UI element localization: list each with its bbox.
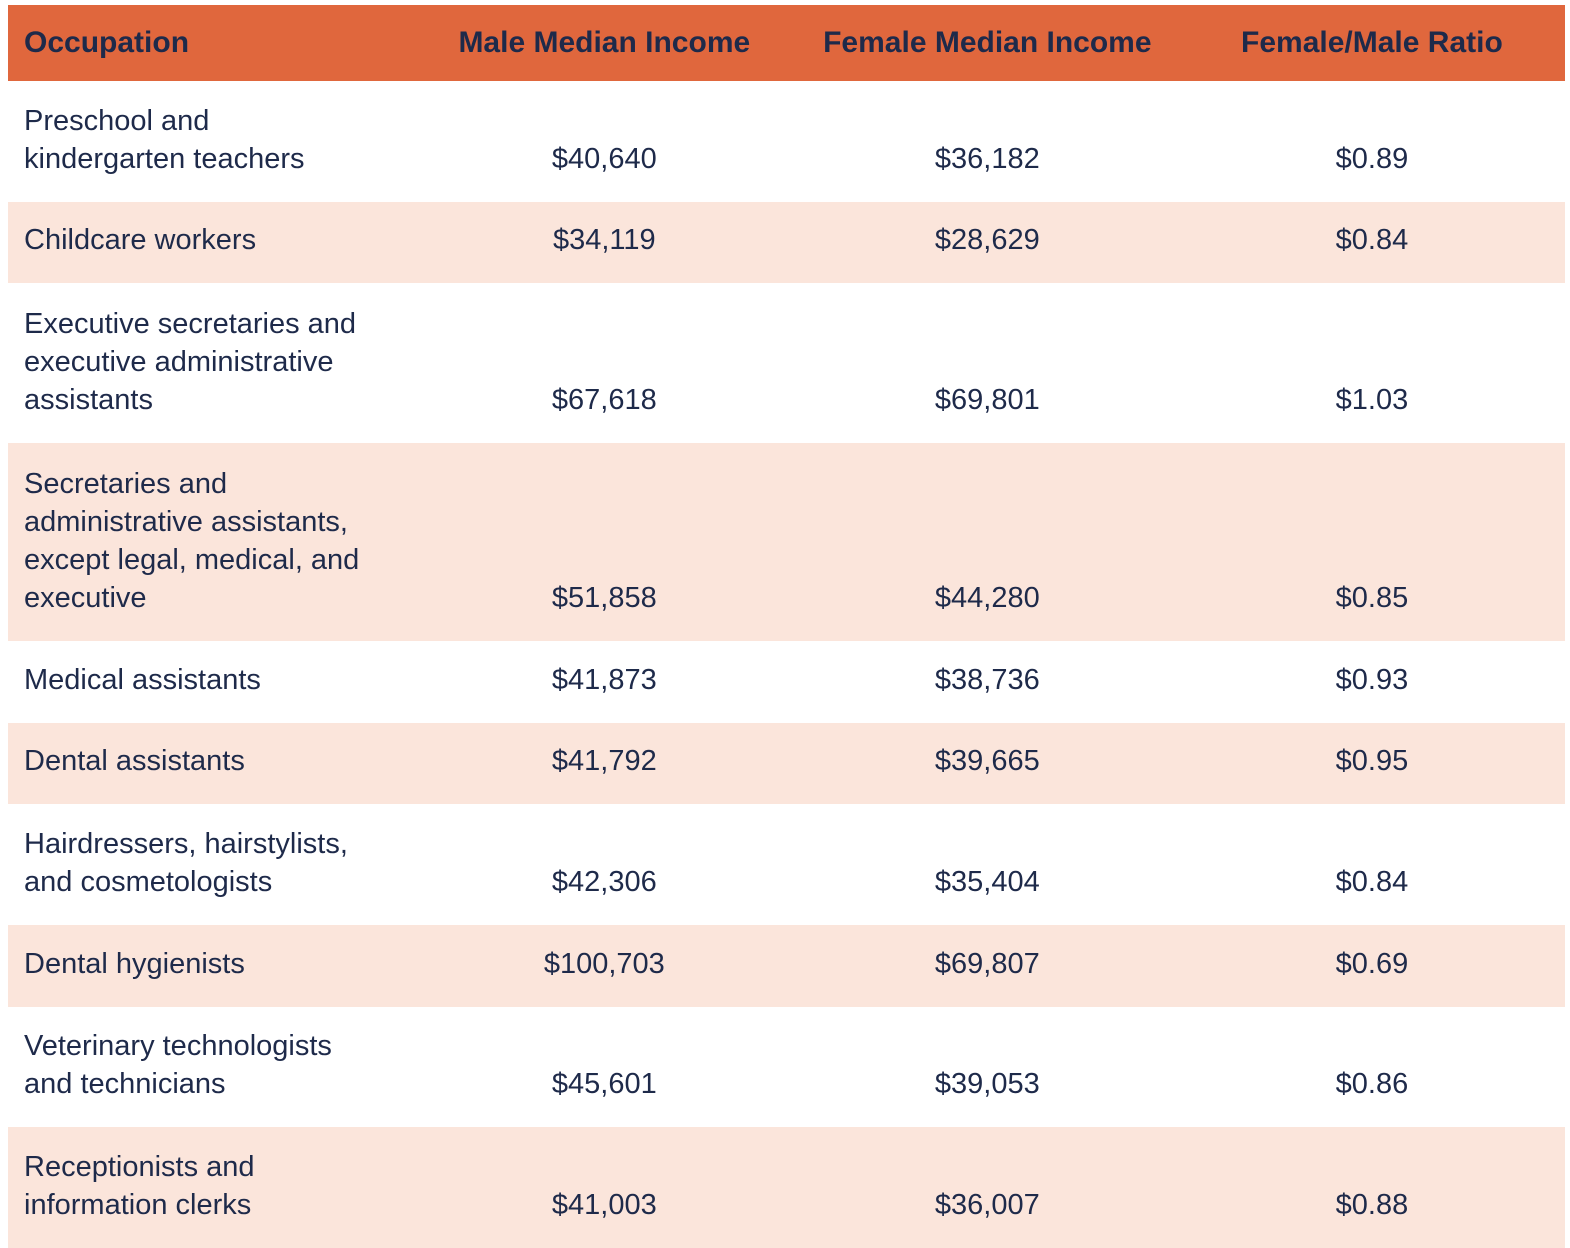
table-header: Occupation Male Median Income Female Media… [8, 5, 1565, 81]
female-income-cell: $69,807 [934, 947, 1040, 980]
occupation-cell: Veterinary technologists and technicians [24, 1030, 332, 1101]
female-income-cell: $36,182 [934, 142, 1040, 175]
income-comparison-table-container: Occupation Male Median Income Female Media… [8, 5, 1565, 1248]
male-income-cell: $42,306 [551, 866, 657, 899]
ratio-cell: $0.89 [1335, 142, 1409, 175]
occupation-cell: Childcare workers [24, 224, 257, 257]
occupation-cell: Dental assistants [24, 745, 245, 778]
table-row: Secretaries and administrative assistant… [8, 442, 1565, 641]
male-income-cell: $45,601 [551, 1068, 657, 1101]
occupation-cell: Medical assistants [24, 663, 261, 696]
male-income-cell: $41,003 [551, 1189, 657, 1221]
table-row: Receptionists and information clerks $41,… [8, 1127, 1565, 1248]
occupation-cell: Dental hygienists [24, 947, 245, 980]
female-income-cell: $39,053 [934, 1068, 1040, 1101]
occupation-cell: Receptionists and information clerks [24, 1151, 255, 1221]
table-row: Medical assistants $41,873 $38,736 $0.93 [8, 640, 1565, 723]
table-row: Veterinary technologists and technicians… [8, 1006, 1565, 1128]
occupation-cell: Executive secretaries and executive admi… [24, 307, 357, 416]
table-row: Executive secretaries and executive admi… [8, 283, 1565, 443]
male-income-cell: $34,119 [552, 224, 656, 257]
female-income-cell: $39,665 [934, 745, 1040, 778]
income-comparison-table: Occupation Male Median Income Female Media… [8, 5, 1565, 1248]
ratio-cell: $1.03 [1335, 383, 1409, 416]
female-income-cell: $44,280 [934, 581, 1040, 614]
male-income-cell: $41,873 [551, 663, 657, 696]
ratio-cell: $0.86 [1335, 1068, 1409, 1101]
female-income-cell: $35,404 [934, 866, 1040, 899]
column-header-female-male-ratio: Female/Male Ratio [1178, 5, 1565, 81]
table-row: Preschool and kindergarten teachers $40,6… [8, 81, 1565, 202]
male-income-cell: $51,858 [551, 581, 657, 614]
ratio-cell: $0.84 [1335, 866, 1409, 899]
female-income-cell: $69,801 [934, 383, 1040, 416]
male-income-cell: $100,703 [543, 947, 665, 980]
ratio-cell: $0.93 [1335, 663, 1409, 696]
table-row: Dental hygienists $100,703 $69,807 $0.69 [8, 925, 1565, 1007]
male-income-cell: $67,618 [551, 383, 657, 416]
ratio-cell: $0.85 [1335, 581, 1409, 614]
female-income-cell: $38,736 [934, 663, 1040, 696]
male-income-cell: $40,640 [551, 142, 657, 175]
occupation-cell: Secretaries and administrative assistant… [24, 467, 360, 614]
ratio-cell: $0.84 [1335, 224, 1409, 257]
female-income-cell: $28,629 [934, 224, 1040, 257]
ratio-cell: $0.95 [1335, 745, 1409, 778]
table-body: Preschool and kindergarten teachers $40,6… [8, 81, 1565, 1248]
ratio-cell: $0.88 [1335, 1189, 1409, 1221]
table-row: Childcare workers $34,119 $28,629 $0.84 [8, 201, 1565, 284]
column-header-occupation: Occupation [8, 5, 413, 81]
occupation-cell: Hairdressers, hairstylists, and cosmetol… [24, 828, 348, 899]
ratio-cell: $0.69 [1335, 947, 1409, 980]
female-income-cell: $36,007 [934, 1189, 1040, 1221]
column-header-male-median-income: Male Median Income [412, 5, 796, 81]
column-header-female-median-income: Female Median Income [795, 5, 1179, 81]
table-row: Hairdressers, hairstylists, and cosmetol… [8, 804, 1565, 926]
header-row: Occupation Male Median Income Female Media… [8, 5, 1565, 81]
occupation-cell: Preschool and kindergarten teachers [24, 104, 305, 175]
male-income-cell: $41,792 [551, 745, 657, 778]
table-row: Dental assistants $41,792 $39,665 $0.95 [8, 722, 1565, 805]
